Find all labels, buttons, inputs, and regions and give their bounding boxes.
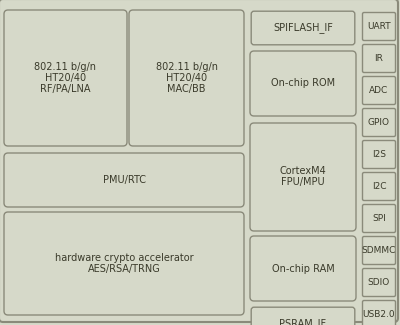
FancyBboxPatch shape xyxy=(362,237,396,265)
Text: SDIO: SDIO xyxy=(368,278,390,287)
FancyBboxPatch shape xyxy=(362,268,396,296)
Text: CortexM4: CortexM4 xyxy=(280,166,326,176)
Text: HT20/40: HT20/40 xyxy=(166,73,207,83)
Text: 802.11 b/g/n: 802.11 b/g/n xyxy=(156,62,218,72)
Text: GPIO: GPIO xyxy=(368,118,390,127)
Text: 802.11 b/g/n: 802.11 b/g/n xyxy=(34,62,96,72)
Text: AES/RSA/TRNG: AES/RSA/TRNG xyxy=(88,264,160,274)
Text: FPU/MPU: FPU/MPU xyxy=(281,177,325,188)
Text: UART: UART xyxy=(367,22,391,31)
FancyBboxPatch shape xyxy=(4,212,244,315)
Text: USB2.0: USB2.0 xyxy=(363,310,395,319)
FancyBboxPatch shape xyxy=(362,76,396,105)
Text: MAC/BB: MAC/BB xyxy=(167,84,206,94)
FancyBboxPatch shape xyxy=(250,51,356,116)
FancyBboxPatch shape xyxy=(129,10,244,146)
Text: SPIFLASH_IF: SPIFLASH_IF xyxy=(273,22,333,33)
Text: On-chip RAM: On-chip RAM xyxy=(272,264,334,274)
Text: SDMMC: SDMMC xyxy=(362,246,396,255)
Text: PMU/RTC: PMU/RTC xyxy=(102,175,146,185)
FancyBboxPatch shape xyxy=(250,123,356,231)
FancyBboxPatch shape xyxy=(362,204,396,232)
Text: RF/PA/LNA: RF/PA/LNA xyxy=(40,84,91,94)
Text: On-chip ROM: On-chip ROM xyxy=(271,79,335,88)
FancyBboxPatch shape xyxy=(4,153,244,207)
FancyBboxPatch shape xyxy=(362,12,396,41)
FancyBboxPatch shape xyxy=(362,109,396,136)
FancyBboxPatch shape xyxy=(251,307,355,325)
FancyBboxPatch shape xyxy=(362,301,396,325)
FancyBboxPatch shape xyxy=(362,173,396,201)
FancyBboxPatch shape xyxy=(4,10,127,146)
FancyBboxPatch shape xyxy=(362,45,396,72)
Text: HT20/40: HT20/40 xyxy=(45,73,86,83)
FancyBboxPatch shape xyxy=(251,11,355,45)
Text: hardware crypto accelerator: hardware crypto accelerator xyxy=(55,253,193,263)
Text: I2C: I2C xyxy=(372,182,386,191)
Text: PSRAM_IF: PSRAM_IF xyxy=(280,318,326,325)
Text: IR: IR xyxy=(374,54,384,63)
Text: SPI: SPI xyxy=(372,214,386,223)
FancyBboxPatch shape xyxy=(362,140,396,168)
Text: I2S: I2S xyxy=(372,150,386,159)
FancyBboxPatch shape xyxy=(250,236,356,301)
Text: ADC: ADC xyxy=(369,86,389,95)
